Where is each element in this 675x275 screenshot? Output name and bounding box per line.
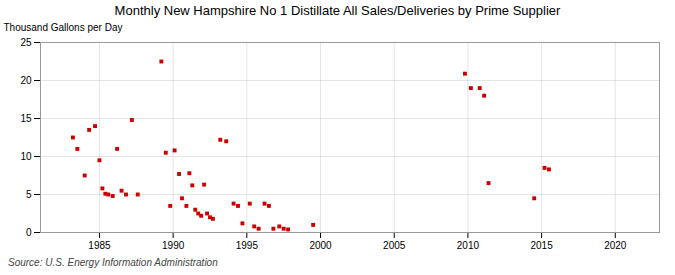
svg-text:20: 20 [20, 75, 32, 86]
svg-text:25: 25 [20, 37, 32, 48]
svg-text:10: 10 [20, 151, 32, 162]
html-text:Source: U.S. Energy Informatio: Source: U.S. Energy Information Administ… [8, 257, 218, 268]
svg-text:1990: 1990 [162, 240, 185, 251]
svg-text:2010: 2010 [457, 240, 480, 251]
svg-text:1995: 1995 [236, 240, 259, 251]
html-text:Monthly New Hampshire No 1 Dis: Monthly New Hampshire No 1 Distillate Al… [114, 3, 561, 18]
svg-text:2020: 2020 [604, 240, 627, 251]
svg-text:2000: 2000 [309, 240, 332, 251]
svg-text:15: 15 [20, 113, 32, 124]
svg-text:2015: 2015 [530, 240, 553, 251]
svg-text:2005: 2005 [383, 240, 406, 251]
svg-text:Thousand Gallons per Day: Thousand Gallons per Day [4, 22, 123, 33]
svg-text:5: 5 [26, 189, 32, 200]
svg-text:1985: 1985 [88, 240, 111, 251]
svg-text:0: 0 [26, 227, 32, 238]
